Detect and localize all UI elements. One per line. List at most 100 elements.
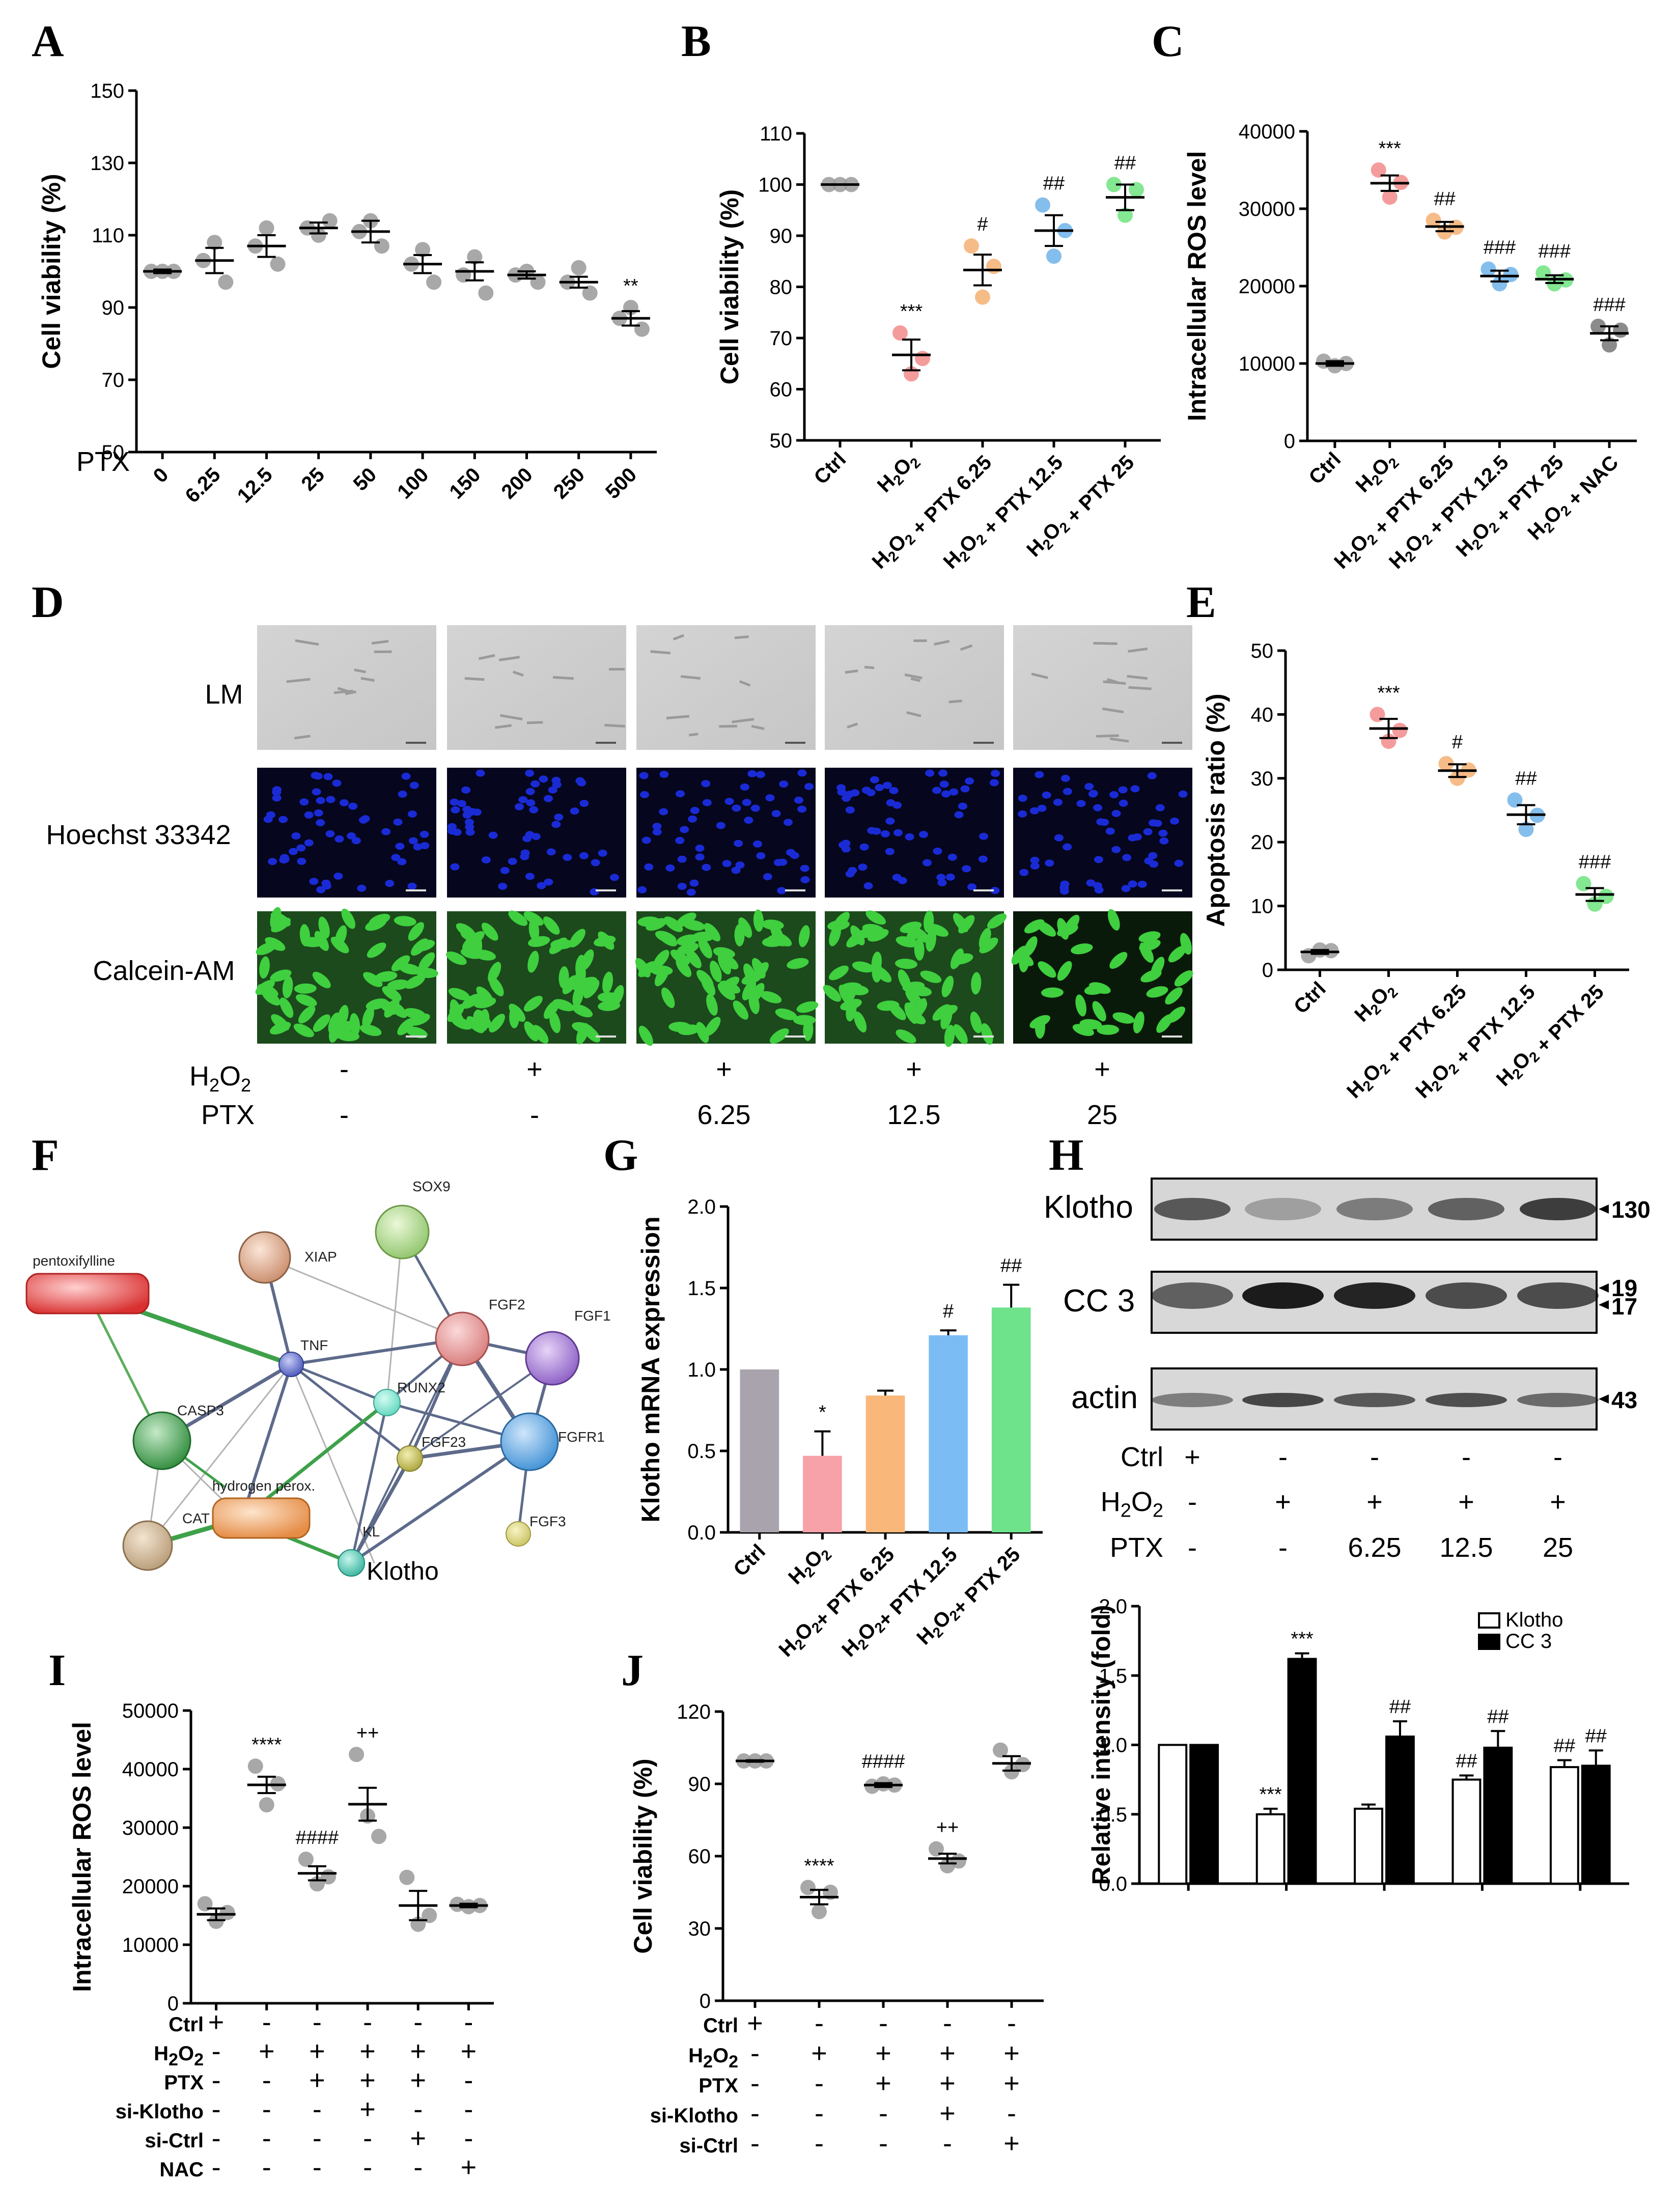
y-tick-label: 0 bbox=[1262, 959, 1273, 982]
cell-body bbox=[408, 922, 424, 941]
row-value: - bbox=[262, 2007, 271, 2037]
cell-shape bbox=[360, 677, 375, 682]
significance-label: ++ bbox=[356, 1722, 379, 1744]
cell-shape bbox=[739, 680, 751, 687]
bar-1 bbox=[1287, 1658, 1317, 1885]
nucleus bbox=[488, 831, 498, 839]
node-cat bbox=[122, 1520, 173, 1571]
cell-body bbox=[571, 982, 592, 995]
significance-label: ## bbox=[1389, 1696, 1411, 1718]
nucleus bbox=[1042, 791, 1051, 799]
nucleus bbox=[1128, 834, 1137, 842]
y-tick-label: 2.0 bbox=[1099, 1595, 1127, 1618]
bar bbox=[929, 1335, 968, 1532]
treat-label-h2o2: H2O2 bbox=[189, 1061, 251, 1096]
nucleus bbox=[351, 837, 361, 845]
cell-body bbox=[970, 1012, 982, 1033]
nucleus bbox=[797, 805, 807, 813]
significance-label: ### bbox=[1593, 294, 1625, 316]
nucleus bbox=[1122, 854, 1132, 861]
cell-body bbox=[749, 983, 765, 1003]
panel-label-a: A bbox=[32, 17, 64, 66]
significance-label: **** bbox=[252, 1734, 282, 1755]
nucleus bbox=[841, 845, 851, 853]
cell-body bbox=[549, 1011, 561, 1033]
nucleus bbox=[936, 874, 946, 881]
cell-shape bbox=[680, 675, 701, 680]
cell-body bbox=[410, 938, 429, 956]
ptx-value: 6.25 bbox=[697, 1100, 750, 1130]
nucleus bbox=[734, 839, 743, 847]
cell-body bbox=[676, 912, 696, 927]
band-label-cc3: CC 3 bbox=[1063, 1283, 1135, 1319]
row-label: si-Klotho bbox=[650, 2105, 738, 2127]
nucleus bbox=[1045, 859, 1054, 867]
treatment-table-d: - + + + + - - 6.25 12.5 25 bbox=[340, 1054, 1118, 1130]
nucleus bbox=[481, 856, 491, 864]
cell-body bbox=[391, 955, 410, 971]
nucleus bbox=[530, 780, 540, 788]
significance-label: ## bbox=[1114, 153, 1136, 174]
data-point bbox=[349, 1747, 365, 1762]
cell-body bbox=[375, 971, 398, 982]
cell-body bbox=[405, 975, 425, 989]
nucleus bbox=[1054, 834, 1064, 842]
panel-label-f: F bbox=[32, 1131, 59, 1180]
cell-body bbox=[854, 1011, 867, 1032]
cell-body bbox=[294, 983, 317, 994]
cell-body bbox=[1035, 1016, 1046, 1039]
nucleus bbox=[401, 772, 411, 780]
edge bbox=[147, 1363, 292, 1547]
row-value: - bbox=[413, 2152, 423, 2182]
nucleus bbox=[1019, 869, 1029, 876]
nucleus bbox=[750, 804, 760, 812]
cell-shape bbox=[286, 678, 311, 683]
cell-body bbox=[349, 1013, 360, 1035]
blot-row-value: 6.25 bbox=[1348, 1532, 1401, 1563]
cell-body bbox=[318, 916, 330, 939]
cell-body bbox=[654, 966, 669, 987]
row-value: + bbox=[309, 2036, 325, 2066]
cell-shape bbox=[1128, 686, 1152, 690]
nucleus bbox=[266, 811, 275, 819]
y-axis-title: Intracellular ROS level bbox=[1183, 151, 1211, 422]
node-label: FGF1 bbox=[574, 1308, 611, 1324]
nucleus bbox=[875, 784, 884, 792]
cell-body bbox=[742, 980, 757, 1000]
nucleus bbox=[1153, 820, 1162, 827]
cell-body bbox=[683, 919, 705, 931]
cell-body bbox=[905, 989, 923, 1007]
cell-body bbox=[698, 938, 712, 959]
significance-label: ## bbox=[1487, 1706, 1509, 1727]
nucleus bbox=[675, 836, 685, 844]
cell-body bbox=[255, 979, 275, 995]
cell-body bbox=[387, 979, 410, 990]
chart-panel-c: 0 10000 20000 30000 40000 Intracellular ROS l… bbox=[1183, 121, 1637, 573]
data-point bbox=[800, 1880, 816, 1895]
cell-shape bbox=[960, 644, 973, 651]
cell-body bbox=[569, 929, 585, 948]
bar-0 bbox=[1354, 1807, 1383, 1885]
cell-body bbox=[602, 971, 613, 994]
nucleus bbox=[740, 783, 749, 791]
y-tick-label: 120 bbox=[677, 1701, 711, 1723]
y-tick-label: 90 bbox=[770, 225, 793, 247]
cell-body bbox=[265, 937, 286, 951]
cell-shape bbox=[295, 639, 319, 646]
nucleus bbox=[722, 860, 732, 867]
nucleus bbox=[360, 815, 370, 823]
cell-shape bbox=[673, 634, 684, 641]
nucleus bbox=[321, 879, 331, 887]
cell-body bbox=[489, 976, 504, 997]
cell-body bbox=[528, 918, 540, 941]
cell-shape bbox=[906, 711, 921, 717]
nucleus bbox=[450, 863, 460, 871]
cell-shape bbox=[371, 639, 389, 645]
y-tick-label: 150 bbox=[90, 80, 124, 102]
cell-body bbox=[363, 972, 383, 987]
micrograph-hoechst bbox=[257, 768, 436, 898]
bar bbox=[803, 1455, 842, 1532]
nucleus bbox=[525, 769, 535, 777]
nucleus bbox=[385, 880, 395, 887]
blot-row-value: + bbox=[1366, 1487, 1383, 1517]
